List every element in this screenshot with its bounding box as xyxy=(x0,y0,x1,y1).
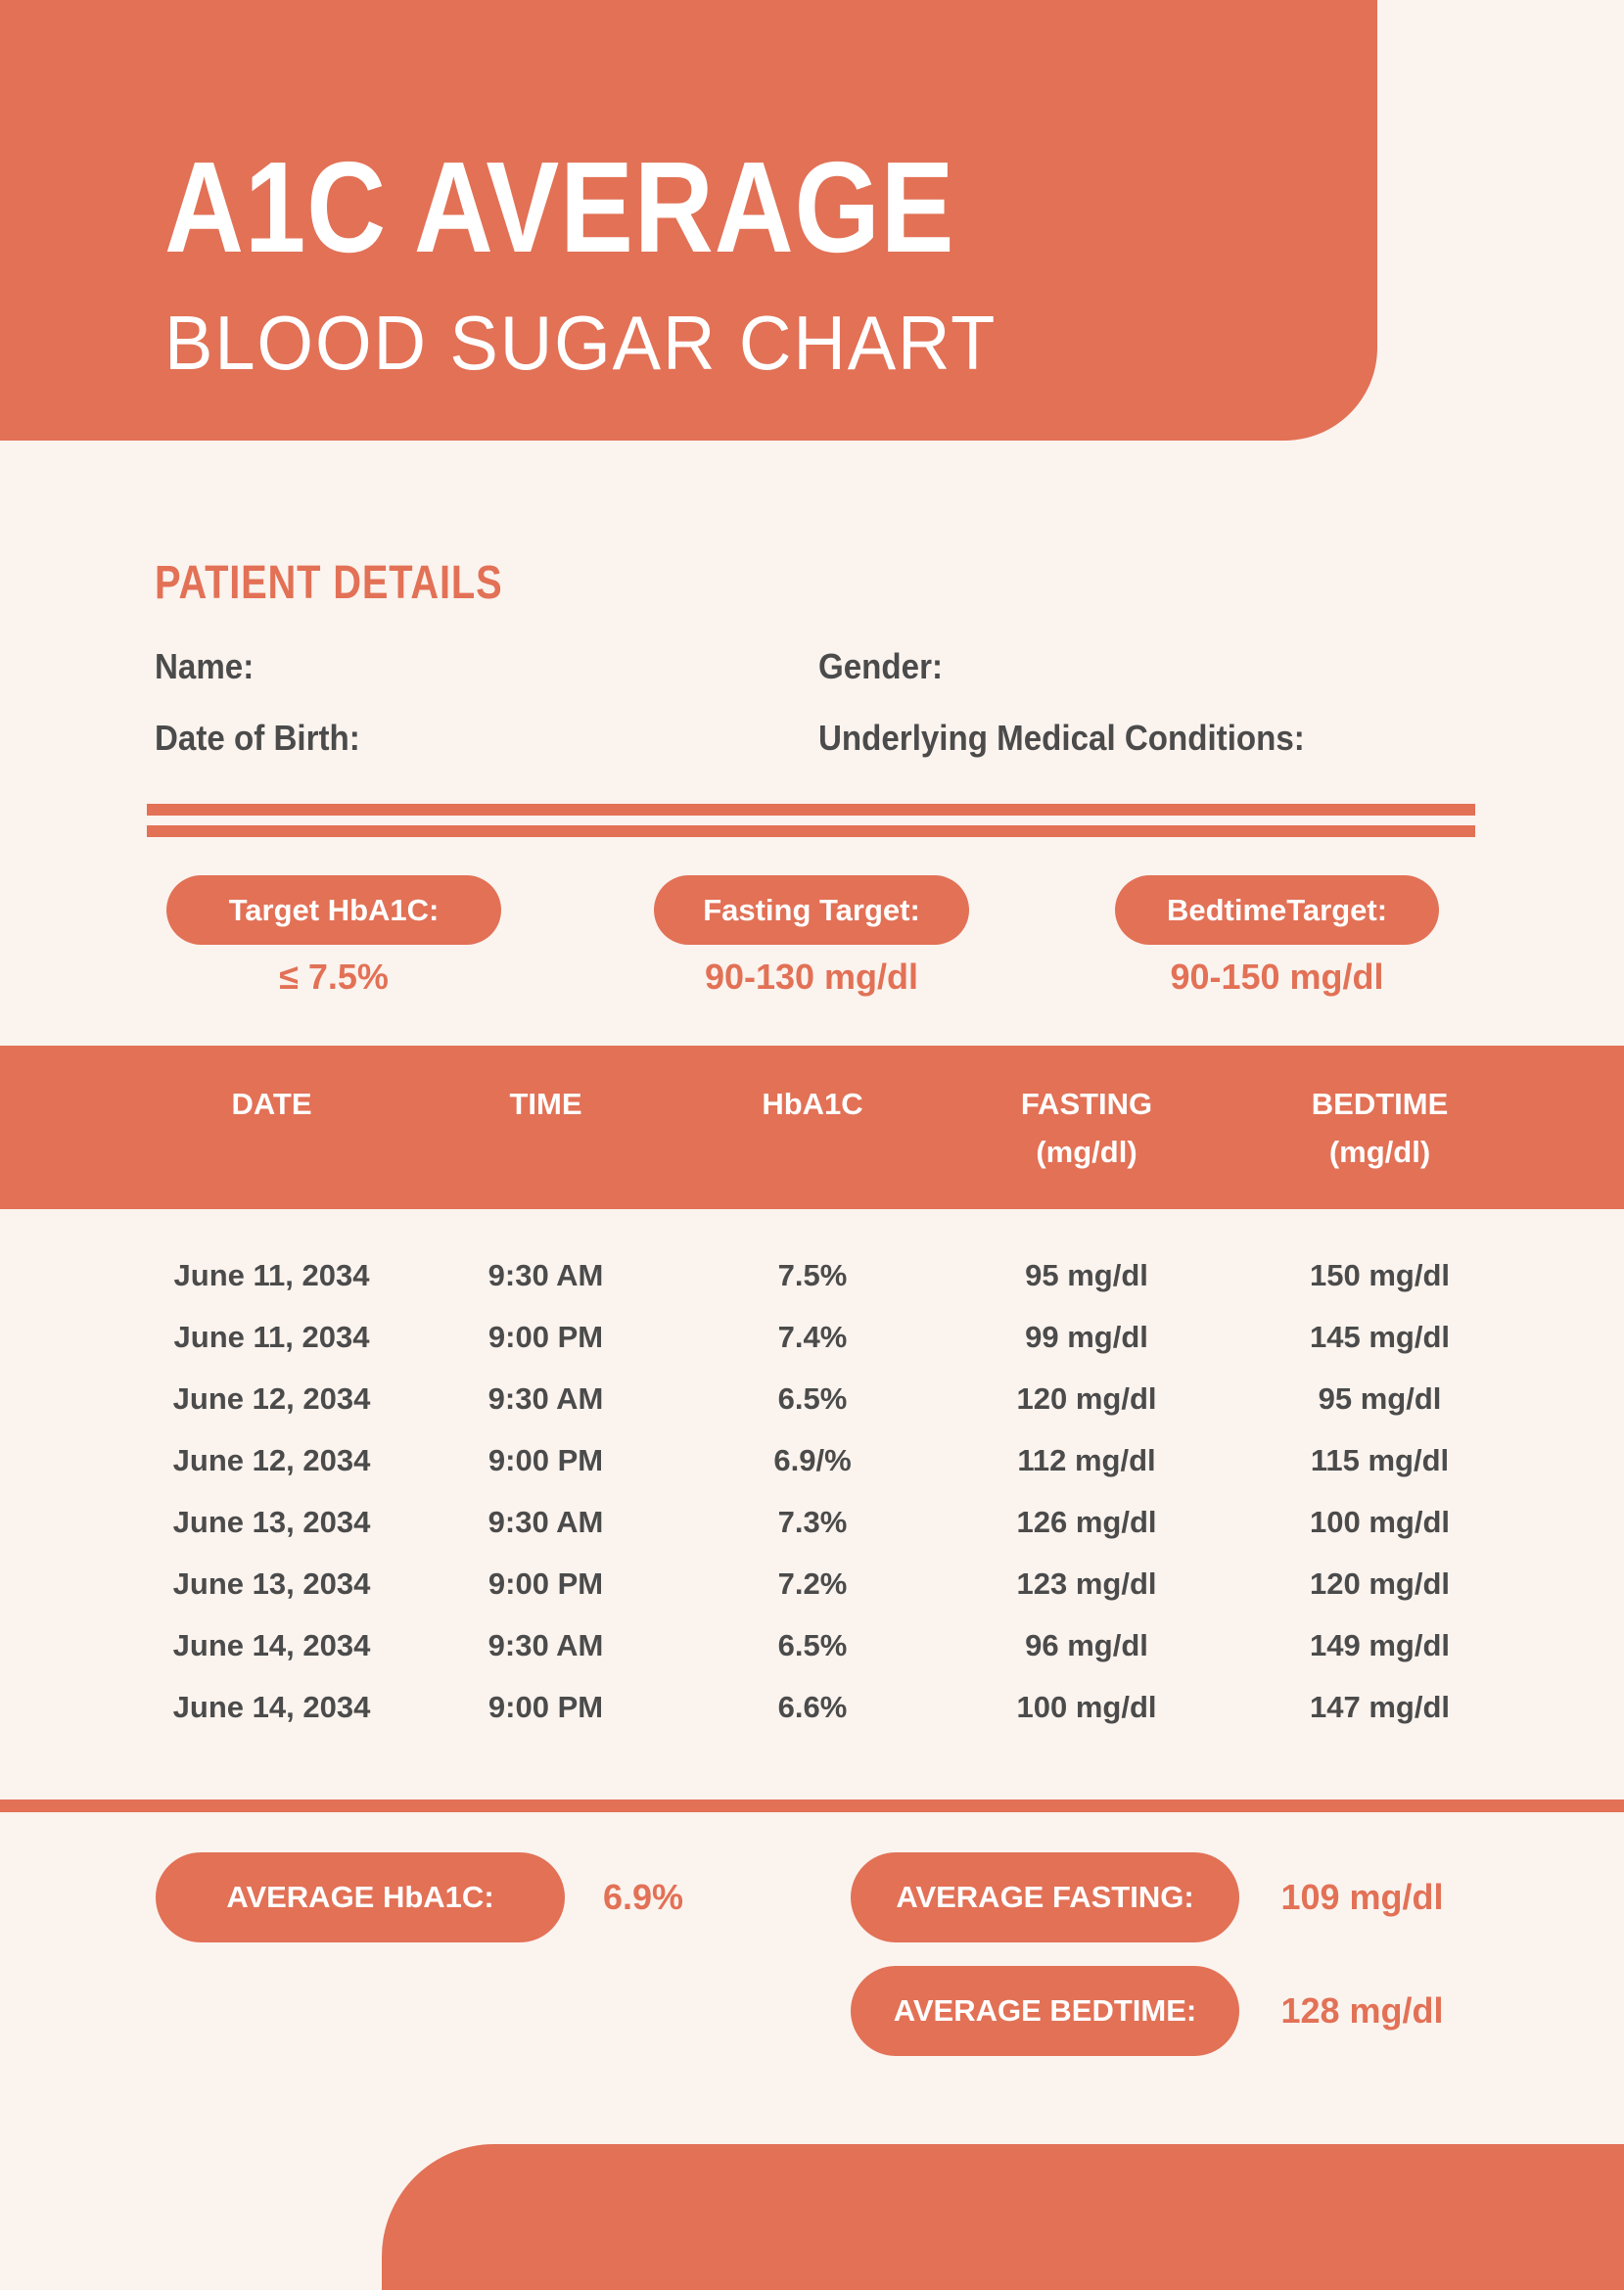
header-banner: A1C AVERAGE BLOOD SUGAR CHART xyxy=(0,0,1377,441)
column-header-time: TIME xyxy=(509,1086,582,1121)
average-bedtime-value: 128 mg/dl xyxy=(1280,1990,1444,2031)
patient-name-label: Name: xyxy=(155,646,255,686)
table-cell: 6.9/% xyxy=(773,1442,852,1477)
target-hba1c-pill: Target HbA1C: xyxy=(166,875,501,945)
table-cell: June 13, 2034 xyxy=(172,1504,371,1539)
table-cell: 99 mg/dl xyxy=(1025,1319,1148,1354)
table-cell: 9:00 PM xyxy=(487,1689,604,1724)
divider-line-bottom xyxy=(147,825,1475,837)
column-header-date: DATE xyxy=(231,1086,312,1121)
table-header-row: DATE TIME HbA1C FASTING (mg/dl) BEDTIME (m… xyxy=(0,1046,1624,1209)
average-bedtime-label: AVERAGE BEDTIME: xyxy=(893,1993,1197,2028)
table-cell: 9:00 PM xyxy=(487,1319,604,1354)
average-hba1c-label: AVERAGE HbA1C: xyxy=(226,1880,494,1914)
page-subtitle: BLOOD SUGAR CHART xyxy=(164,300,998,386)
average-fasting-pill: AVERAGE FASTING: xyxy=(851,1852,1239,1942)
table-body: June 11, 2034 9:30 AM 7.5% 95 mg/dl 150 … xyxy=(0,1209,1624,1738)
table-cell: June 12, 2034 xyxy=(172,1380,371,1416)
table-cell: June 11, 2034 xyxy=(173,1257,370,1292)
table-row: June 11, 2034 9:00 PM 7.4% 99 mg/dl 145 … xyxy=(0,1306,1624,1368)
table-cell: June 14, 2034 xyxy=(172,1627,371,1662)
table-cell: 126 mg/dl xyxy=(1016,1504,1157,1539)
table-row: June 13, 2034 9:00 PM 7.2% 123 mg/dl 120… xyxy=(0,1553,1624,1614)
table-cell: 9:00 PM xyxy=(487,1442,604,1477)
column-header-bedtime: BEDTIME (mg/dl) xyxy=(1311,1086,1449,1169)
bedtime-target-pill: BedtimeTarget: xyxy=(1115,875,1439,945)
divider-line-top xyxy=(147,804,1475,816)
table-cell: 96 mg/dl xyxy=(1025,1627,1148,1662)
average-fasting-value: 109 mg/dl xyxy=(1280,1877,1444,1917)
table-cell: 115 mg/dl xyxy=(1310,1442,1450,1477)
table-cell: 7.5% xyxy=(777,1257,848,1292)
table-cell: 9:30 AM xyxy=(487,1627,604,1662)
page-title: A1C AVERAGE xyxy=(164,135,955,279)
table-cell: 6.5% xyxy=(777,1627,848,1662)
table-cell: 9:30 AM xyxy=(487,1380,604,1416)
average-fasting-label: AVERAGE FASTING: xyxy=(896,1880,1194,1914)
average-hba1c-value: 6.9% xyxy=(602,1877,684,1917)
table-bottom-divider xyxy=(0,1799,1624,1812)
table-cell: 120 mg/dl xyxy=(1310,1566,1450,1601)
table-cell: 150 mg/dl xyxy=(1310,1257,1450,1292)
table-cell: June 11, 2034 xyxy=(173,1319,370,1354)
table-row: June 14, 2034 9:00 PM 6.6% 100 mg/dl 147… xyxy=(0,1676,1624,1738)
patient-medical-conditions-label: Underlying Medical Conditions: xyxy=(818,718,1305,758)
table-cell: 120 mg/dl xyxy=(1016,1380,1157,1416)
footer-accent-block xyxy=(382,2144,1624,2290)
table-cell: 145 mg/dl xyxy=(1310,1319,1450,1354)
table-cell: 100 mg/dl xyxy=(1016,1689,1157,1724)
table-cell: June 12, 2034 xyxy=(172,1442,371,1477)
patient-details-heading: PATIENT DETAILS xyxy=(155,557,503,609)
fasting-target-value: 90-130 mg/dl xyxy=(704,957,919,997)
table-cell: 7.3% xyxy=(777,1504,848,1539)
table-row: June 11, 2034 9:30 AM 7.5% 95 mg/dl 150 … xyxy=(0,1244,1624,1306)
table-row: June 12, 2034 9:30 AM 6.5% 120 mg/dl 95 … xyxy=(0,1368,1624,1429)
target-hba1c-label: Target HbA1C: xyxy=(228,892,440,927)
table-cell: June 14, 2034 xyxy=(172,1689,371,1724)
fasting-target-label: Fasting Target: xyxy=(703,892,920,927)
table-cell: 112 mg/dl xyxy=(1017,1442,1156,1477)
table-cell: 6.6% xyxy=(777,1689,848,1724)
table-cell: 6.5% xyxy=(777,1380,848,1416)
table-cell: 147 mg/dl xyxy=(1310,1689,1450,1724)
table-cell: 149 mg/dl xyxy=(1310,1627,1450,1662)
table-cell: 9:00 PM xyxy=(487,1566,604,1601)
table-row: June 13, 2034 9:30 AM 7.3% 126 mg/dl 100… xyxy=(0,1491,1624,1553)
table-cell: 95 mg/dl xyxy=(1318,1380,1442,1416)
table-cell: June 13, 2034 xyxy=(172,1566,371,1601)
column-header-hba1c: HbA1C xyxy=(762,1086,863,1121)
table-cell: 95 mg/dl xyxy=(1025,1257,1148,1292)
patient-gender-label: Gender: xyxy=(818,646,943,686)
table-cell: 7.4% xyxy=(777,1319,848,1354)
table-cell: 123 mg/dl xyxy=(1016,1566,1157,1601)
table-cell: 9:30 AM xyxy=(487,1504,604,1539)
table-cell: 100 mg/dl xyxy=(1310,1504,1450,1539)
target-hba1c-value: ≤ 7.5% xyxy=(279,957,389,997)
bedtime-target-value: 90-150 mg/dl xyxy=(1170,957,1384,997)
table-cell: 7.2% xyxy=(777,1566,848,1601)
column-header-fasting: FASTING (mg/dl) xyxy=(1020,1086,1153,1169)
bedtime-target-label: BedtimeTarget: xyxy=(1166,892,1388,927)
table-cell: 9:30 AM xyxy=(487,1257,604,1292)
table-row: June 14, 2034 9:30 AM 6.5% 96 mg/dl 149 … xyxy=(0,1614,1624,1676)
table-row: June 12, 2034 9:00 PM 6.9/% 112 mg/dl 11… xyxy=(0,1429,1624,1491)
average-bedtime-pill: AVERAGE BEDTIME: xyxy=(851,1966,1239,2056)
fasting-target-pill: Fasting Target: xyxy=(654,875,969,945)
average-hba1c-pill: AVERAGE HbA1C: xyxy=(156,1852,565,1942)
patient-dob-label: Date of Birth: xyxy=(155,718,360,758)
